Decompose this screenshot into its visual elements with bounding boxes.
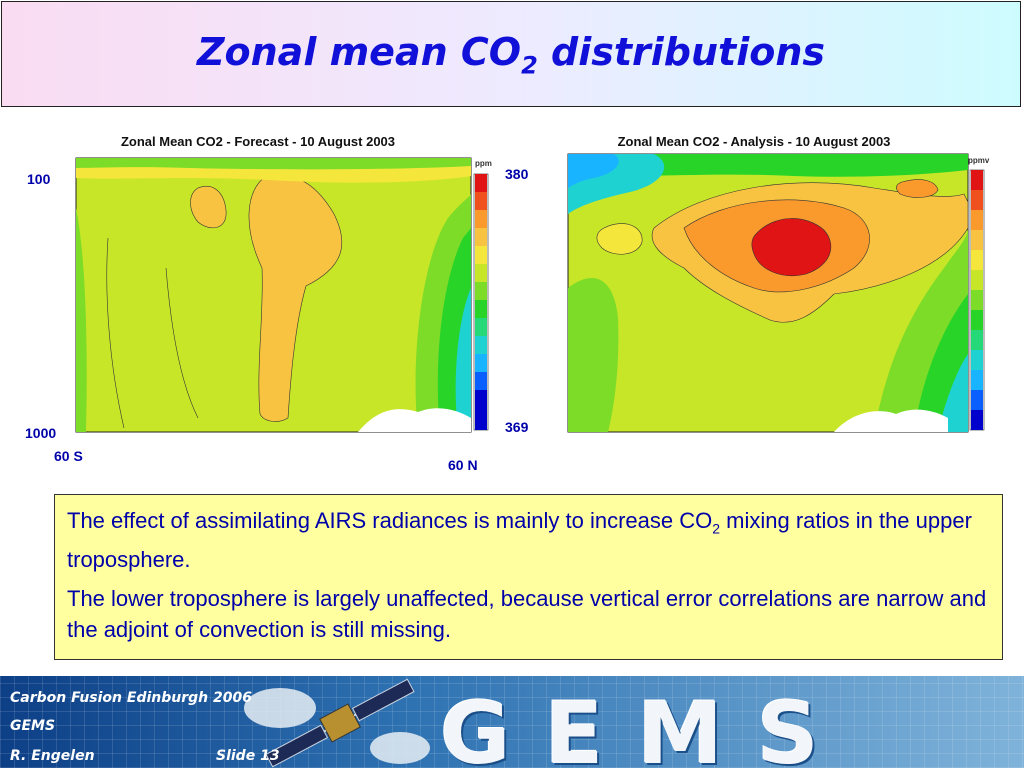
footer-author: R. Engelen <box>10 748 95 764</box>
colorbar-swatch <box>971 230 983 250</box>
analysis-title: Zonal Mean CO2 - Analysis - 10 August 20… <box>617 134 891 149</box>
forecast-colorbar: ppm <box>473 159 492 431</box>
explanation-paragraph-2: The lower troposphere is largely unaffec… <box>67 586 987 643</box>
colorbar-swatch <box>475 210 487 228</box>
colorbar-swatch <box>971 270 983 290</box>
colorbar-swatch <box>475 174 487 192</box>
title-text-tail: distributions <box>537 30 826 74</box>
colorbar-swatch <box>971 170 983 190</box>
footer-event: Carbon Fusion Edinburgh 2006 <box>10 690 252 706</box>
colorbar-swatch <box>971 370 983 390</box>
bottom-pressure-label: 1000 <box>25 425 57 441</box>
title-subscript: 2 <box>521 51 538 80</box>
colorbar-swatch <box>971 210 983 230</box>
title-text: Zonal mean CO <box>196 30 522 74</box>
forecast-title: Zonal Mean CO2 - Forecast - 10 August 20… <box>120 134 396 149</box>
colorbar-swatch <box>475 318 487 336</box>
colorbar-swatch <box>475 246 487 264</box>
colorbar-swatch <box>971 290 983 310</box>
note-p1-tail: mixing ratios in the upper troposphere. <box>67 508 972 573</box>
explanation-paragraph-1: The effect of assimilating AIRS radiance… <box>67 505 990 575</box>
south-label: 60 S <box>54 448 83 464</box>
forecast-unit: ppm <box>475 159 492 168</box>
satellite-icon <box>244 678 430 768</box>
colorbar-swatch <box>971 350 983 370</box>
scale-min-label: 369 <box>505 419 529 435</box>
colorbar-swatch <box>971 310 983 330</box>
forecast-plot: ppm Zonal Mean CO2 - Forecast - 10 Augus… <box>38 118 508 450</box>
colorbar-swatch <box>475 372 487 390</box>
colorbar-swatch <box>475 336 487 354</box>
colorbar-swatch <box>475 192 487 210</box>
top-pressure-label: 100 <box>27 171 51 187</box>
explanation-box: The effect of assimilating AIRS radiance… <box>54 494 1003 660</box>
colorbar-swatch <box>971 190 983 210</box>
scale-max-label: 380 <box>505 166 529 182</box>
gems-logo: GEMS <box>440 684 853 768</box>
colorbar-swatch <box>971 390 983 410</box>
footer-slide-number: Slide 13 <box>216 748 280 764</box>
note-p1-subscript: 2 <box>712 520 721 537</box>
colorbar-swatch <box>475 282 487 300</box>
analysis-plot: ppmv Zonal Mean CO2 - Analysis - 10 Augu… <box>534 118 1002 450</box>
north-label: 60 N <box>448 457 478 473</box>
footer-banner: Carbon Fusion Edinburgh 2006 GEMS R. Eng… <box>0 676 1024 768</box>
colorbar-swatch <box>475 390 487 430</box>
note-p1-text: The effect of assimilating AIRS radiance… <box>67 508 713 533</box>
colorbar-swatch <box>475 264 487 282</box>
colorbar-swatch <box>475 354 487 372</box>
colorbar-swatch <box>475 300 487 318</box>
footer-grid-pattern <box>0 676 1024 768</box>
title-banner: Zonal mean CO2 distributions <box>1 1 1021 107</box>
colorbar-swatch <box>971 250 983 270</box>
analysis-colorbar: ppmv <box>968 156 990 431</box>
slide-title: Zonal mean CO2 distributions <box>2 30 1020 80</box>
colorbar-swatch <box>971 410 983 430</box>
analysis-unit: ppmv <box>968 156 990 165</box>
footer-project: GEMS <box>10 718 56 734</box>
colorbar-swatch <box>971 330 983 350</box>
colorbar-swatch <box>475 228 487 246</box>
